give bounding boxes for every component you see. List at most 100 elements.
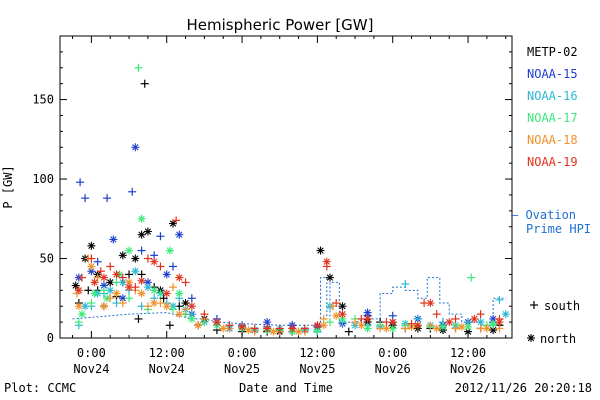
marker-stroke [176, 290, 183, 297]
marker-stroke [125, 279, 133, 286]
data-markers [71, 63, 510, 336]
north-marker-point [388, 318, 397, 327]
plot-frame [59, 35, 513, 339]
south-marker-point [106, 262, 115, 271]
north-marker-point [90, 289, 99, 298]
x-tick-label-time: 0:00 [228, 346, 257, 360]
north-marker-point [288, 324, 297, 333]
marker-stroke [389, 318, 396, 326]
south-marker-point [401, 324, 410, 333]
marker-stroke [477, 318, 484, 326]
x-tick-label-date: Nov25 [299, 362, 335, 376]
marker-stroke [100, 274, 108, 281]
north-marker-point [175, 289, 184, 298]
north-marker-point [74, 286, 83, 295]
south-marker-point [118, 299, 127, 308]
y-tick-label: 0 [47, 331, 54, 345]
marker-stroke [132, 144, 139, 151]
marker-stroke [220, 325, 227, 332]
north-marker-point [99, 302, 108, 311]
marker-stroke [144, 228, 152, 235]
marker-stroke [289, 325, 296, 332]
north-marker-point [244, 326, 253, 335]
tick-layer: 0 50 100 150 0:00 Nov24 12:00 Nov24 0:00 Nov25 12:… [32, 36, 512, 376]
y-axis-label: P [GW] [1, 165, 15, 208]
north-marker-point [118, 251, 127, 260]
north-marker-point [489, 319, 498, 328]
marker-stroke [138, 290, 145, 297]
plot-timestamp: 2012/11/26 20:20:18 [455, 381, 592, 395]
north-marker-point [470, 314, 479, 323]
marker-stroke [182, 299, 189, 307]
x-axis-label: Date and Time [239, 381, 333, 395]
marker-stroke [314, 326, 321, 334]
marker-stroke [489, 326, 497, 334]
marker-stroke [163, 290, 170, 297]
south-marker-point [225, 321, 234, 330]
north-marker-point [125, 278, 134, 287]
legend-series-label: NOAA-19 [527, 155, 578, 169]
y-tick-label: 100 [32, 172, 54, 186]
marker-stroke [150, 287, 158, 294]
legend-south-label: south [544, 299, 580, 313]
north-marker-point [445, 318, 454, 327]
marker-stroke [263, 318, 271, 326]
marker-stroke [125, 247, 133, 254]
marker-stroke [323, 258, 330, 265]
ovation-hpi-line [72, 277, 506, 326]
south-marker-point [125, 270, 134, 279]
north-marker-point [476, 318, 485, 327]
north-marker-point [175, 310, 184, 319]
marker-stroke [471, 315, 478, 323]
y-tick-label: 50 [40, 252, 54, 266]
south-marker-point [137, 246, 146, 255]
south-marker-point [432, 310, 441, 319]
north-marker-point [143, 227, 152, 236]
south-marker-point [451, 314, 460, 323]
north-marker-point [187, 314, 196, 323]
north-marker-point [150, 299, 159, 308]
south-marker-point [77, 273, 86, 282]
north-marker-point [432, 324, 441, 333]
legend-series-label: NOAA-16 [527, 89, 578, 103]
north-marker-point [143, 283, 152, 292]
south-marker-point [169, 305, 177, 314]
north-marker-point [457, 322, 466, 331]
north-marker-point [194, 321, 203, 330]
south-marker-point [125, 294, 134, 303]
north-marker-point [71, 281, 80, 290]
north-marker-point [338, 310, 347, 319]
marker-stroke [132, 255, 139, 262]
legend: METP-02 NOAA-15 NOAA-16 NOAA-17 NOAA-18 NOAA-… [511, 45, 591, 346]
south-marker-point [96, 267, 105, 276]
south-marker-point [99, 286, 108, 295]
south-marker-point [407, 319, 416, 328]
marker-stroke [100, 282, 108, 289]
south-marker-point [187, 294, 196, 303]
south-marker-point [76, 178, 85, 187]
south-marker-point [128, 187, 137, 196]
south-marker-point [74, 318, 83, 327]
south-marker-point [344, 327, 353, 336]
south-marker-point [495, 295, 504, 304]
north-marker-point [322, 257, 331, 266]
marker-stroke [238, 323, 246, 331]
marker-stroke [107, 287, 114, 294]
legend-ovation-line2: Prime HPI [526, 222, 591, 236]
legend-series-label: METP-02 [527, 45, 578, 59]
marker-stroke [464, 323, 472, 331]
south-marker-point [165, 321, 174, 330]
north-marker-point [357, 321, 366, 330]
marker-stroke [91, 290, 98, 297]
plot-credit: Plot: CCMC [4, 381, 76, 395]
marker-stroke [339, 303, 346, 310]
north-marker-point [162, 270, 171, 279]
x-tick-label-date: Nov26 [450, 362, 486, 376]
north-marker-point [501, 310, 510, 319]
marker-stroke [489, 315, 497, 323]
marker-stroke [433, 325, 440, 332]
marker-stroke [295, 328, 302, 335]
marker-stroke [163, 271, 170, 278]
marker-stroke [81, 303, 89, 310]
legend-north-label: north [540, 332, 576, 346]
